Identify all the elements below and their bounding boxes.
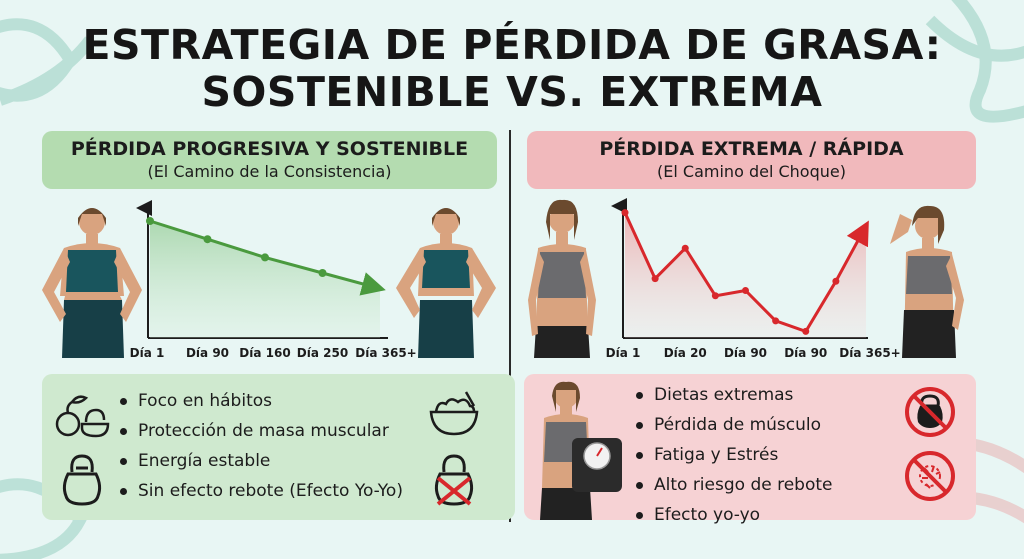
right-data-point [772, 317, 780, 325]
sustainable-bullets: Foco en hábitos Protección de masa muscu… [118, 386, 403, 506]
left-data-point [203, 235, 212, 244]
sustainable-heading: PÉRDIDA PROGRESIVA Y SOSTENIBLE [70, 138, 469, 160]
person-after-extreme [890, 205, 964, 358]
sustainable-subheading: (El Camino de la Consistencia) [147, 162, 392, 181]
person-after-sustainable [396, 208, 496, 358]
list-item: Efecto yo-yo [634, 500, 833, 530]
left-data-point [318, 269, 327, 277]
list-item: Dietas extremas [634, 380, 833, 410]
crossed-kettlebell-icon [434, 454, 474, 506]
right-data-point [681, 244, 689, 252]
no-food-icon [905, 451, 955, 501]
right-data-point [651, 275, 659, 283]
left-tick-label: Día 250 [297, 346, 348, 360]
main-title: ESTRATEGIA DE PÉRDIDA DE GRASA: SOSTENIB… [0, 22, 1024, 116]
salad-bowl-icon [429, 391, 479, 436]
list-item: Foco en hábitos [118, 386, 403, 416]
title-line-1: ESTRATEGIA DE PÉRDIDA DE GRASA: [82, 21, 942, 69]
right-tick-label: Día 90 [724, 346, 767, 360]
right-data-point [802, 327, 810, 335]
kettlebell-icon [62, 454, 102, 506]
left-tick-label: Día 365+ [355, 346, 416, 360]
right-data-point [832, 277, 840, 285]
extreme-heading: PÉRDIDA EXTREMA / RÁPIDA [599, 138, 904, 160]
list-item: Protección de masa muscular [118, 416, 403, 446]
list-item: Alto riesgo de rebote [634, 470, 833, 500]
left-tick-label: Día 90 [186, 346, 229, 360]
no-kettlebell-icon [905, 387, 955, 437]
left-area [150, 221, 380, 338]
extreme-header: PÉRDIDA EXTREMA / RÁPIDA (El Camino del … [527, 131, 976, 189]
list-item: Sin efecto rebote (Efecto Yo-Yo) [118, 476, 403, 506]
person-before-sustainable [42, 208, 142, 358]
left-data-point [261, 253, 269, 262]
center-divider [509, 130, 511, 522]
title-line-2: SOSTENIBLE VS. EXTREMA [201, 68, 823, 116]
sustainable-header: PÉRDIDA PROGRESIVA Y SOSTENIBLE (El Cami… [42, 131, 497, 189]
vegetables-icon [55, 395, 110, 438]
list-item: Pérdida de músculo [634, 410, 833, 440]
left-tick-label: Día 160 [239, 346, 290, 360]
right-tick-label: Día 90 [784, 346, 827, 360]
right-tick-label: Día 1 [606, 346, 641, 360]
scale-icon [540, 381, 622, 520]
right-tick-label: Día 20 [664, 346, 707, 360]
right-data-point [742, 286, 749, 294]
right-data-point [621, 209, 629, 217]
right-area [625, 212, 866, 338]
person-before-extreme [528, 199, 596, 358]
list-item: Energía estable [118, 446, 403, 476]
right-tick-label: Día 365+ [839, 346, 900, 360]
extreme-bullets: Dietas extremas Pérdida de músculo Fatig… [634, 380, 833, 530]
right-data-point [711, 292, 719, 300]
left-data-point [146, 217, 154, 225]
left-tick-label: Día 1 [130, 346, 165, 360]
extreme-subheading: (El Camino del Choque) [657, 162, 846, 181]
list-item: Fatiga y Estrés [634, 440, 833, 470]
